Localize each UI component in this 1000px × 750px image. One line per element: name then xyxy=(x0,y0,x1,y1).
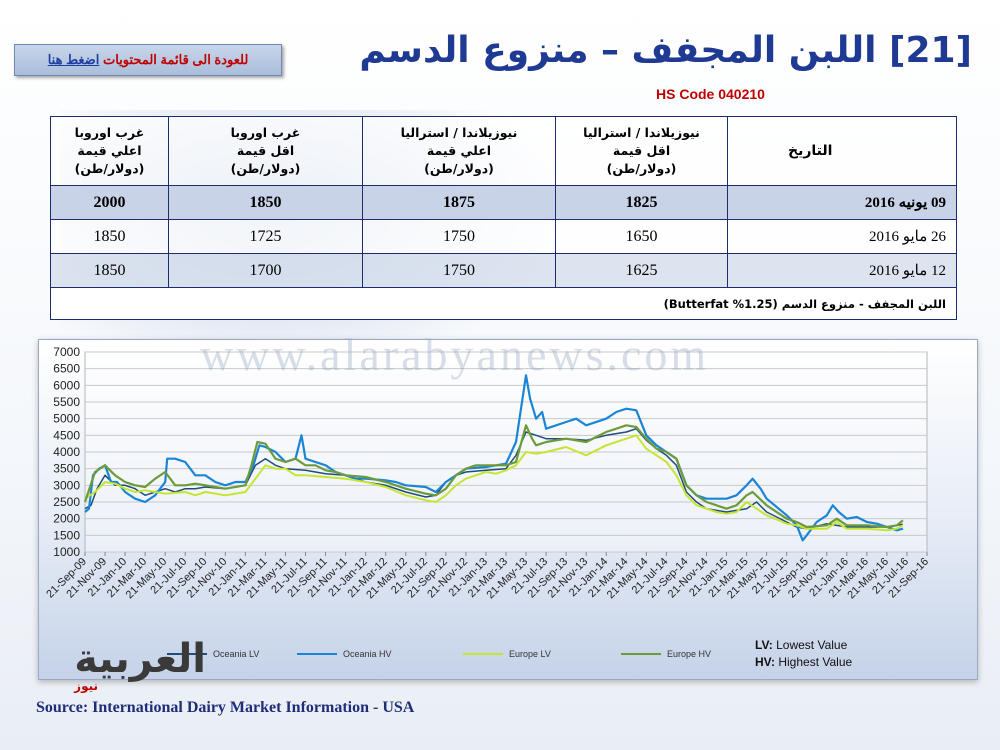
table-note-row: اللبن المجفف - منزوع الدسم (1.25% Butter… xyxy=(50,287,957,320)
y-tick-label: 6000 xyxy=(53,378,80,392)
cell-europe-lv: 1850 xyxy=(168,185,363,220)
header-text: (دولار/طن) xyxy=(74,161,145,176)
cell-europe-lv: 1700 xyxy=(168,253,363,288)
series-line-europe-hv xyxy=(83,424,904,529)
back-to-contents-button[interactable]: للعودة الى قائمة المحتويات اضغط هنا xyxy=(14,44,282,76)
y-tick-label: 2000 xyxy=(53,512,80,526)
row-date: 09 يونيه 2016 xyxy=(727,185,957,220)
legend-label: Oceania LV xyxy=(213,649,259,659)
table-header-row: التاريخ نيوزيلاندا / استراليا اقل قيمة (… xyxy=(50,116,957,186)
series-line-europe-lv xyxy=(84,434,904,532)
cell-oceania-lv: 1825 xyxy=(555,185,728,220)
y-tick-label: 1500 xyxy=(53,528,80,542)
header-text: غرب اوروبا xyxy=(230,125,301,140)
back-label: للعودة الى قائمة المحتويات xyxy=(102,52,249,67)
header-text: نيوزيلاندا / استراليا xyxy=(400,125,518,140)
cell-oceania-hv: 1750 xyxy=(362,219,556,254)
y-tick-label: 6500 xyxy=(53,362,80,376)
y-tick-label: 3000 xyxy=(53,478,80,492)
y-tick-label: 5500 xyxy=(53,395,80,409)
source-credit: Source: International Dairy Market Infor… xyxy=(36,699,415,716)
header-europe-hv: غرب اوروبا اعلي قيمة (دولار/طن) xyxy=(50,116,169,186)
logo-main: العربية xyxy=(74,636,206,682)
series-line-oceania-hv xyxy=(84,374,904,542)
cell-oceania-lv: 1650 xyxy=(555,219,728,254)
cell-europe-hv: 1850 xyxy=(50,219,169,254)
header-text: اقل قيمة xyxy=(612,143,671,158)
header-text: نيوزيلاندا / استراليا xyxy=(583,125,700,140)
legend-label: Oceania HV xyxy=(343,649,392,659)
y-tick-label: 4000 xyxy=(53,445,80,459)
header-oceania-hv: نيوزيلاندا / استراليا اعلي قيمة (دولار/ط… xyxy=(362,116,556,186)
chart-panel: 1000 1500 2000 2500 3000 3500 4000 4500 5000 5500… xyxy=(38,339,978,680)
row-date: 26 مايو 2016 xyxy=(727,219,957,254)
header-text: اقل قيمة xyxy=(236,143,295,158)
table-row: 26 مايو 2016 1650 1750 1725 1850 xyxy=(50,219,957,254)
row-date: 12 مايو 2016 xyxy=(727,253,957,288)
cell-europe-hv: 2000 xyxy=(50,185,169,220)
header-oceania-lv: نيوزيلاندا / استراليا اقل قيمة (دولار/طن… xyxy=(555,116,728,186)
click-here-link[interactable]: اضغط هنا xyxy=(47,52,100,67)
cell-oceania-lv: 1625 xyxy=(555,253,728,288)
cell-europe-hv: 1850 xyxy=(50,253,169,288)
y-tick-label: 7000 xyxy=(53,345,80,359)
header-text: غرب اوروبا xyxy=(74,125,145,140)
y-tick-label: 3500 xyxy=(53,462,80,476)
page-title: [21] اللبن المجفف – منزوع الدسم xyxy=(359,30,972,71)
hs-code: HS Code 040210 xyxy=(656,86,765,102)
legend-label: Europe HV xyxy=(667,649,711,659)
legend-label: Europe LV xyxy=(509,649,551,659)
series-line-oceania-lv xyxy=(84,427,904,530)
logo-sub: نيوز xyxy=(73,679,98,694)
line-chart: 1000 1500 2000 2500 3000 3500 4000 4500 5000 5500… xyxy=(44,345,931,669)
table-note: اللبن المجفف - منزوع الدسم (1.25% Butter… xyxy=(50,287,957,320)
header-text: اعلي قيمة xyxy=(426,143,492,158)
cell-oceania-hv: 1750 xyxy=(362,253,556,288)
y-tick-label: 5000 xyxy=(53,412,80,426)
lv-note: LV: Lowest Value xyxy=(755,638,848,652)
header-text: (دولار/طن) xyxy=(606,161,677,176)
hv-note: HV: Highest Value xyxy=(755,655,852,669)
watermark: www.alarabyanews.com xyxy=(200,329,710,380)
y-tick-label: 1000 xyxy=(53,545,80,559)
cell-oceania-hv: 1875 xyxy=(362,185,556,220)
header-text: (دولار/طن) xyxy=(424,161,494,176)
header-text: اعلي قيمة xyxy=(77,143,142,158)
header-europe-lv: غرب اوروبا اقل قيمة (دولار/طن) xyxy=(168,116,363,186)
price-table: التاريخ نيوزيلاندا / استراليا اقل قيمة (… xyxy=(50,116,957,320)
header-text: (دولار/طن) xyxy=(230,161,301,176)
table-row: 09 يونيه 2016 1825 1875 1850 2000 xyxy=(50,185,957,220)
header-date: التاريخ xyxy=(727,116,957,186)
table-row: 12 مايو 2016 1625 1750 1700 1850 xyxy=(50,253,957,288)
cell-europe-lv: 1725 xyxy=(168,219,363,254)
alarabiya-logo: العربية نيوز xyxy=(73,636,206,694)
y-tick-label: 4500 xyxy=(53,428,80,442)
y-tick-label: 2500 xyxy=(53,495,80,509)
